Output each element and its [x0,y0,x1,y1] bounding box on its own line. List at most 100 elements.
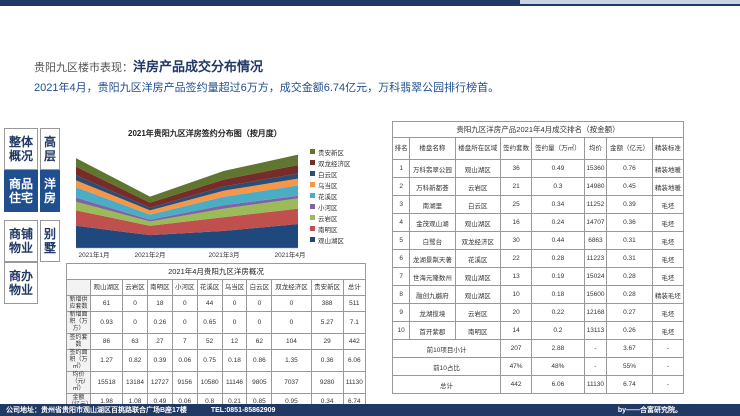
table2-cell: 10 [391,321,411,340]
table2-cell: 13 [499,267,533,286]
table2-cell: 22 [499,249,533,268]
table2-cell: 14 [499,321,533,340]
table2-total-row: 总计 442 6.06 11130 6.74- [392,375,685,394]
table2-cell: 0.39 [606,195,653,214]
table1-cell: 0 [271,311,312,334]
table2-cell: 0.49 [531,159,585,178]
nav-commercial-housing[interactable]: 商品住宅 [4,170,38,212]
table1-row: 签约套数 86 63 27 7 52 12 62 104 29 442 [66,333,367,350]
table1-cell: 0.86 [246,349,273,372]
table1-cell: 7.1 [342,311,367,334]
x-tick-label: 2021年2月 [134,250,165,259]
table2-cell: 世海元隆数州 [409,267,456,286]
table2-cell: 6.74 [606,375,653,394]
table2-cell: 0.24 [531,213,585,232]
legend-label: 花溪区 [318,193,338,201]
table1-header-cell: 乌当区 [221,279,248,296]
table2-cell: 4 [391,213,411,232]
legend-label: 云岩区 [318,215,338,223]
table1-cell: 0 [271,295,312,312]
table1-header-cell: 花溪区 [196,279,223,296]
table2-cell: 龙湖揽境 [409,303,456,322]
table2-cell: 207 [499,339,533,358]
table2-cell: 8 [391,285,411,304]
table2-cell: 云岩区 [454,177,501,196]
legend-item: 南明区 [310,223,351,234]
table1-header-cell: 观山湖区 [89,279,124,296]
table1-cell: 27 [146,333,173,350]
table1-row-label: 签约套数 [66,333,91,350]
table1-cell: 104 [271,333,312,350]
table1-cell: 388 [310,295,344,312]
table2-cell: - [651,375,685,394]
table2-cell: 6.06 [531,375,585,394]
legend-label: 乌当区 [318,182,338,190]
area-series-0 [76,224,298,248]
table1-cell: 5.27 [310,311,344,334]
nav-villa[interactable]: 别墅 [40,220,60,262]
table2-cell: 30 [499,231,533,250]
table2-header-cell: 签约套数 [499,137,533,160]
nav-commercial-office[interactable]: 商办物业 [4,262,38,304]
table2-cell: 36 [499,159,533,178]
table1-cell: 0.65 [196,311,223,334]
legend-label: 小河区 [318,204,338,212]
chart-title: 2021年贵阳九区洋房签约分布图（按月度） [128,129,282,138]
table2-cell: 金茂观山湖 [409,213,456,232]
legend-label: 双龙经济区 [318,160,351,168]
table2-cell: 万科翡翠公园 [409,159,456,178]
table2-cell: 9 [391,303,411,322]
legend-swatch [310,171,315,176]
table2-cell: 毛坯 [651,321,685,340]
nav-high-rise[interactable]: 高层 [40,128,60,170]
table1-header-cell: 贵安新区 [310,279,344,296]
table2-subtotal-row: 前10项目小计 207 2.88-3.67- [392,339,685,358]
table2-cell: 毛坯 [651,195,685,214]
table2-cell: 南明区 [454,321,501,340]
table1-cell: 7 [171,333,198,350]
table2-cell: 442 [499,375,533,394]
table2-row: 6 龙湖景粼天著 花溪区 22 0.28 11223 0.31 毛坯 [391,249,685,268]
nav-yangfang[interactable]: 洋房 [40,170,60,212]
table1-title: 2021年4月贵阳九区洋房概况 [66,263,366,279]
table1-cell: 6.06 [342,349,367,372]
table1-cell: 86 [89,333,124,350]
nav-commercial-shops[interactable]: 商铺物业 [4,220,38,262]
table1-row: 新增面积（万方） 0.93 0 0.26 0 0.65 0 0 0 5.27 7.1 [66,311,367,334]
table2-cell: 0.44 [531,231,585,250]
table2-header-cell: 签约量（万㎡） [531,137,585,160]
table2-cell: 11130 [583,375,608,394]
table2-header-cell: 精装标准 [651,137,685,160]
table1-cell: 1.27 [89,349,124,372]
table2-cell: 5 [391,231,411,250]
table1-cell: 63 [122,333,148,350]
table2-cell: 0.19 [531,267,585,286]
ranking-table: 贵阳九区洋房产品2021年4月成交排名（按金额） 排名 楼盘名称 楼盘所在区域 签约套数… [391,121,685,394]
table1-cell: 0.82 [122,349,148,372]
top-bar [0,0,740,6]
table2-row: 1 万科翡翠公园 观山湖区 36 0.49 15360 0.76 精装地暖 [391,159,685,178]
table2-header-cell: 楼盘名称 [409,137,456,160]
nav-integral-overview[interactable]: 整体概况 [4,128,38,170]
table2-cell: 2 [391,177,411,196]
table1-row-label: 新增供应套数 [66,295,91,312]
table2-cell: 精装地暖 [651,177,685,196]
district-overview-table-wrap: 2021年4月贵阳九区洋房概况 观山湖区 云岩区 南明区 小河区 花溪区 乌当区 白云区 双龙… [66,263,367,410]
table1-cell: 12727 [146,371,173,394]
table2-cell: 首开紫郡 [409,321,456,340]
table2-cell: 毛坯 [651,213,685,232]
table1-cell: 9280 [310,371,344,394]
table2-header-row: 排名 楼盘名称 楼盘所在区域 签约套数 签约量（万㎡） 均价 金额（亿元） 精装标准 [391,137,685,160]
legend-item: 乌当区 [310,179,351,190]
table2-cell: 花溪区 [454,249,501,268]
legend-item: 观山湖区 [310,234,351,245]
table1-row-label: 签约面积（万㎡） [66,349,91,372]
table2-cell: 14980 [583,177,608,196]
legend-swatch [310,237,315,242]
table2-row: 7 世海元隆数州 观山湖区 13 0.19 15024 0.28 毛坯 [391,267,685,286]
x-tick-label: 2021年1月 [78,250,109,259]
title-main: 洋房产品成交分布情况 [133,59,264,74]
table2-cell: 前10占比 [392,357,501,376]
table2-cell: 精装毛坯 [651,285,685,304]
table2-row: 2 万科新都荟 云岩区 21 0.3 14980 0.45 精装地暖 [391,177,685,196]
